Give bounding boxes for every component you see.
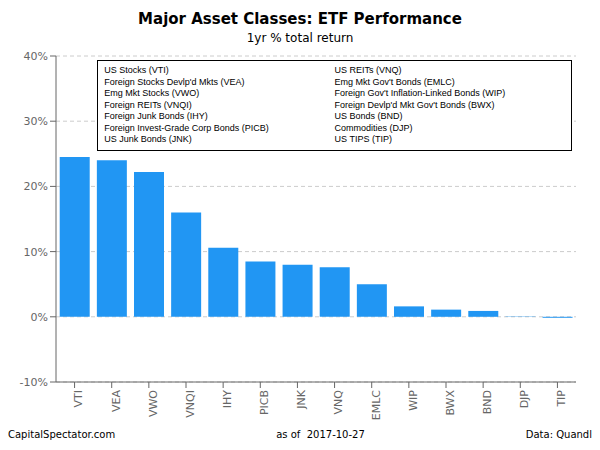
html-text:Emg Mkt Gov't Bonds (EMLC): Emg Mkt Gov't Bonds (EMLC)	[334, 76, 455, 87]
html-text:US TIPS (TIP): US TIPS (TIP)	[334, 134, 392, 144]
html-text:Major Asset Classes: ETF Perfo: Major Asset Classes: ETF Performance	[138, 10, 462, 28]
html-text:US Stocks (VTI): US Stocks (VTI)	[104, 65, 169, 75]
html-text:Foreign Stocks Devlp'd Mkts (V: Foreign Stocks Devlp'd Mkts (VEA)	[104, 76, 245, 87]
svg-text:20%: 20%	[24, 180, 48, 193]
html-text:CapitalSpectator.com: CapitalSpectator.com	[8, 429, 116, 440]
svg-text:30%: 30%	[24, 115, 48, 128]
html-text:Foreign Gov't Inflation-Linked: Foreign Gov't Inflation-Linked Bonds (WI…	[334, 88, 506, 98]
svg-text:EMLC: EMLC	[370, 390, 383, 421]
html-text:Foreign Junk Bonds (IHY): Foreign Junk Bonds (IHY)	[104, 111, 208, 121]
svg-text:TIP: TIP	[555, 390, 568, 408]
svg-text:BWX: BWX	[444, 390, 457, 416]
svg-text:0%: 0%	[31, 311, 48, 324]
svg-text:-10%: -10%	[20, 376, 48, 389]
html-text:as of 2017-10-27: as of 2017-10-27	[276, 429, 365, 440]
html-text:1yr % total return: 1yr % total return	[246, 31, 354, 45]
svg-text:VWO: VWO	[147, 390, 160, 417]
svg-text:VTI: VTI	[72, 390, 85, 408]
html-text:Emg Mkt Stocks (VWO): Emg Mkt Stocks (VWO)	[104, 88, 200, 98]
svg-text:DJP: DJP	[518, 390, 531, 409]
html-text:US Junk Bonds (JNK): US Junk Bonds (JNK)	[104, 134, 192, 144]
svg-text:VNQI: VNQI	[184, 390, 197, 418]
html-text:Foreign Devlp'd Mkt Gov't Bond: Foreign Devlp'd Mkt Gov't Bonds (BWX)	[334, 99, 495, 110]
html-text:US REITs (VNQ): US REITs (VNQ)	[334, 65, 402, 75]
svg-text:JNK: JNK	[295, 389, 308, 409]
html-text:Foreign REITs (VNQI): Foreign REITs (VNQI)	[104, 99, 192, 110]
svg-text:VNQ: VNQ	[332, 390, 345, 415]
svg-text:BND: BND	[481, 390, 494, 414]
html-text:US Bonds (BND): US Bonds (BND)	[334, 111, 403, 121]
html-text:Data: Quandl: Data: Quandl	[525, 429, 592, 440]
svg-text:IHY: IHY	[221, 390, 234, 409]
svg-text:PICB: PICB	[258, 390, 271, 415]
svg-text:WIP: WIP	[407, 390, 420, 411]
svg-text:40%: 40%	[24, 50, 48, 63]
html-text:Commodities (DJP): Commodities (DJP)	[334, 122, 413, 133]
svg-text:VEA: VEA	[110, 390, 123, 412]
html-text:Foreign Invest-Grade Corp Bond: Foreign Invest-Grade Corp Bonds (PICB)	[104, 122, 269, 133]
svg-text:10%: 10%	[24, 246, 48, 259]
